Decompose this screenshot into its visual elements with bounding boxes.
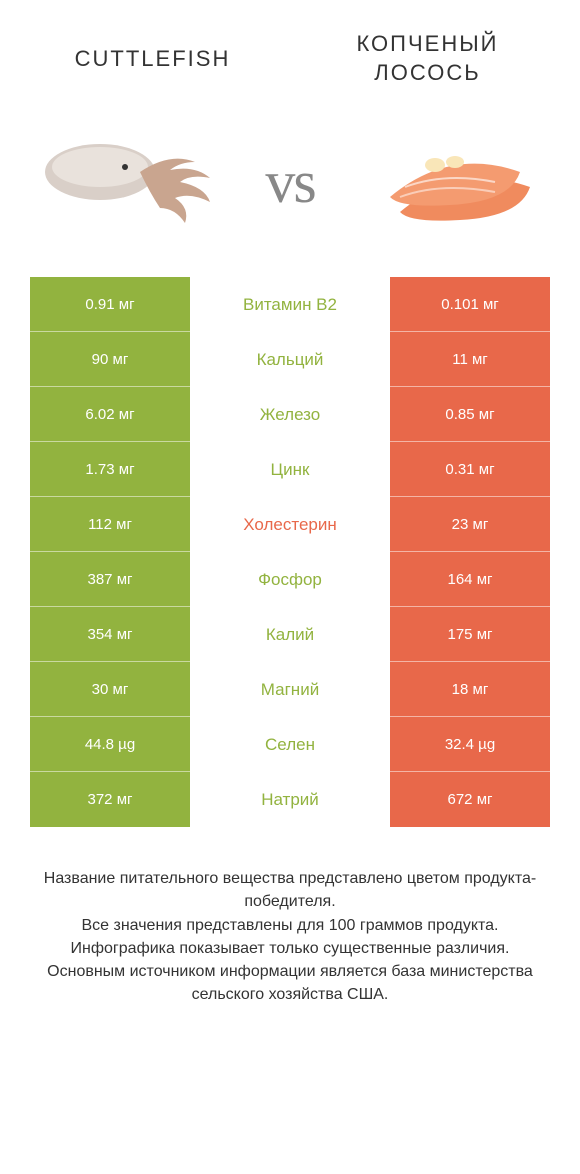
value-right: 672 мг: [390, 772, 550, 827]
vs-label: vs: [265, 148, 314, 217]
value-left: 387 мг: [30, 552, 190, 607]
table-row: 354 мгКалий175 мг: [30, 607, 550, 662]
images-row: vs: [0, 97, 580, 267]
footer-notes: Название питательного вещества представл…: [0, 827, 580, 1006]
table-row: 90 мгКальций11 мг: [30, 332, 550, 387]
footer-line: Название питательного вещества представл…: [30, 867, 550, 913]
right-food-image: [370, 117, 550, 247]
nutrient-label: Железо: [190, 387, 390, 442]
table-row: 387 мгФосфор164 мг: [30, 552, 550, 607]
nutrient-label: Фосфор: [190, 552, 390, 607]
title-left: CUTTLEFISH: [40, 46, 265, 72]
nutrient-label: Магний: [190, 662, 390, 717]
value-left: 30 мг: [30, 662, 190, 717]
table-row: 44.8 µgСелен32.4 µg: [30, 717, 550, 772]
footer-line: Основным источником информации является …: [30, 960, 550, 1006]
value-left: 0.91 мг: [30, 277, 190, 332]
value-left: 44.8 µg: [30, 717, 190, 772]
nutrient-label: Кальций: [190, 332, 390, 387]
nutrient-label: Калий: [190, 607, 390, 662]
value-left: 112 мг: [30, 497, 190, 552]
value-right: 18 мг: [390, 662, 550, 717]
header: CUTTLEFISH КОПЧЕНЫЙ ЛОСОСЬ: [0, 0, 580, 97]
nutrient-label: Натрий: [190, 772, 390, 827]
value-right: 32.4 µg: [390, 717, 550, 772]
value-right: 164 мг: [390, 552, 550, 607]
cuttlefish-icon: [30, 117, 210, 247]
table-row: 6.02 мгЖелезо0.85 мг: [30, 387, 550, 442]
value-left: 1.73 мг: [30, 442, 190, 497]
nutrient-label: Селен: [190, 717, 390, 772]
value-right: 0.31 мг: [390, 442, 550, 497]
value-right: 0.101 мг: [390, 277, 550, 332]
value-right: 23 мг: [390, 497, 550, 552]
table-row: 112 мгХолестерин23 мг: [30, 497, 550, 552]
value-right: 0.85 мг: [390, 387, 550, 442]
value-right: 175 мг: [390, 607, 550, 662]
value-left: 372 мг: [30, 772, 190, 827]
value-left: 90 мг: [30, 332, 190, 387]
table-row: 1.73 мгЦинк0.31 мг: [30, 442, 550, 497]
nutrient-label: Цинк: [190, 442, 390, 497]
value-left: 6.02 мг: [30, 387, 190, 442]
title-right: КОПЧЕНЫЙ ЛОСОСЬ: [315, 30, 540, 87]
table-row: 30 мгМагний18 мг: [30, 662, 550, 717]
value-right: 11 мг: [390, 332, 550, 387]
comparison-table: 0.91 мгВитамин B20.101 мг90 мгКальций11 …: [30, 277, 550, 827]
table-row: 0.91 мгВитамин B20.101 мг: [30, 277, 550, 332]
footer-line: Все значения представлены для 100 граммо…: [30, 914, 550, 937]
value-left: 354 мг: [30, 607, 190, 662]
nutrient-label: Холестерин: [190, 497, 390, 552]
footer-line: Инфографика показывает только существенн…: [30, 937, 550, 960]
salmon-icon: [370, 117, 550, 247]
table-row: 372 мгНатрий672 мг: [30, 772, 550, 827]
left-food-image: [30, 117, 210, 247]
nutrient-label: Витамин B2: [190, 277, 390, 332]
